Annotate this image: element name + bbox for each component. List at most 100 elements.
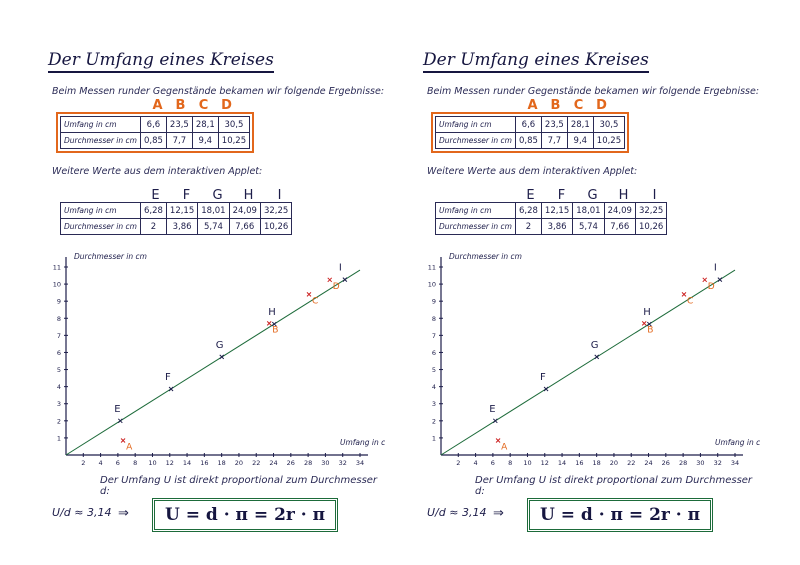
point-label: B xyxy=(272,325,278,335)
table-cell: 10,25 xyxy=(592,132,626,149)
y-tick-label: 8 xyxy=(57,315,61,323)
y-tick-label: 2 xyxy=(432,417,436,425)
row-label: Durchmesser in cm xyxy=(435,218,516,235)
y-tick-label: 9 xyxy=(57,298,61,306)
table-row: Umfang in cm 6,28 12,15 18,01 24,09 32,2… xyxy=(435,202,668,219)
x-tick-label: 28 xyxy=(679,459,687,467)
table-row: Durchmesser in cm 2 3,86 5,74 7,66 10,26 xyxy=(435,218,668,235)
x-tick-label: 2 xyxy=(81,459,85,467)
point-label: G xyxy=(591,340,599,351)
y-tick-label: 4 xyxy=(57,383,61,391)
applet-table: Umfang in cm 6,28 12,15 18,01 24,09 32,2… xyxy=(60,202,293,235)
data-point xyxy=(306,291,312,297)
table-cell: 30,5 xyxy=(217,116,251,133)
measured-letters: A B C D xyxy=(146,98,238,113)
letter-c: C xyxy=(573,98,584,113)
point-label: D xyxy=(708,282,715,292)
measured-table-frame: Umfang in cm 6,6 23,5 28,1 30,5 Durchmes… xyxy=(56,112,255,153)
letter-a: A xyxy=(152,98,163,113)
x-axis-label: Umfang in cm xyxy=(715,438,760,447)
point-label: I xyxy=(714,263,717,274)
table-cell: 5,74 xyxy=(197,218,230,235)
worksheet-title: Der Umfang eines Kreises xyxy=(48,50,274,73)
data-point xyxy=(117,418,123,424)
y-tick-label: 11 xyxy=(53,264,61,272)
table-cell: 9,4 xyxy=(566,132,594,149)
x-tick-label: 12 xyxy=(541,459,549,467)
row-label: Umfang in cm xyxy=(435,116,516,133)
table-cell: 32,25 xyxy=(259,202,293,219)
conclusion-text: Der Umfang U ist direkt proportional zum… xyxy=(475,475,753,497)
table-cell: 32,25 xyxy=(634,202,668,219)
letter-a: A xyxy=(527,98,538,113)
letter-i: I xyxy=(652,188,657,203)
point-label: G xyxy=(216,340,224,351)
x-tick-label: 4 xyxy=(474,459,478,467)
row-label: Durchmesser in cm xyxy=(435,132,516,149)
letter-c: C xyxy=(198,98,209,113)
y-tick-label: 3 xyxy=(57,400,61,408)
measured-table-frame: Umfang in cm 6,6 23,5 28,1 30,5 Durchmes… xyxy=(431,112,630,153)
x-tick-label: 24 xyxy=(269,459,277,467)
table-cell: 3,86 xyxy=(540,218,574,235)
table-row: Umfang in cm 6,28 12,15 18,01 24,09 32,2… xyxy=(60,202,293,219)
table-cell: 7,7 xyxy=(540,132,568,149)
x-tick-label: 8 xyxy=(133,459,137,467)
row-label: Umfang in cm xyxy=(435,202,516,219)
x-tick-label: 2 xyxy=(456,459,460,467)
conclusion-text: Der Umfang U ist direkt proportional zum… xyxy=(100,475,378,497)
row-label: Umfang in cm xyxy=(60,202,141,219)
data-point xyxy=(543,386,549,392)
letter-b: B xyxy=(550,98,561,113)
y-tick-label: 9 xyxy=(432,298,436,306)
data-point xyxy=(641,321,647,326)
worksheet-left: Der Umfang eines Kreises Beim Messen run… xyxy=(40,40,385,532)
table-cell: 10,26 xyxy=(634,218,668,235)
table-cell: 9,4 xyxy=(191,132,219,149)
implies-arrow: ⇒ xyxy=(493,506,504,521)
y-tick-label: 8 xyxy=(432,315,436,323)
x-tick-label: 10 xyxy=(148,459,156,467)
applet-letters: E F G H I xyxy=(515,188,670,203)
y-tick-label: 7 xyxy=(432,332,436,340)
worksheet-title: Der Umfang eines Kreises xyxy=(423,50,649,73)
point-label: E xyxy=(489,404,495,415)
letter-g: G xyxy=(212,188,223,203)
table-cell: 24,09 xyxy=(603,202,636,219)
letter-h: H xyxy=(243,188,254,203)
data-point xyxy=(717,277,723,283)
data-point xyxy=(646,321,652,327)
measured-letters: A B C D xyxy=(521,98,613,113)
table-cell: 6,28 xyxy=(514,202,542,219)
x-tick-label: 22 xyxy=(627,459,635,467)
table-row: Durchmesser in cm 0,85 7,7 9,4 10,25 xyxy=(435,132,626,149)
table-cell: 28,1 xyxy=(566,116,594,133)
letter-i: I xyxy=(277,188,282,203)
letter-e: E xyxy=(151,188,160,203)
row-label: Durchmesser in cm xyxy=(60,218,141,235)
data-point xyxy=(681,291,687,297)
x-tick-label: 6 xyxy=(491,459,495,467)
y-axis-label: Durchmesser in cm xyxy=(449,252,522,261)
data-point xyxy=(492,418,498,424)
x-axis-label: Umfang in cm xyxy=(340,438,385,447)
table-cell: 24,09 xyxy=(228,202,261,219)
intro-text: Beim Messen runder Gegenstände bekamen w… xyxy=(52,86,385,97)
point-label: B xyxy=(647,325,653,335)
y-tick-label: 4 xyxy=(432,383,436,391)
x-tick-label: 14 xyxy=(183,459,191,467)
x-tick-label: 28 xyxy=(304,459,312,467)
y-tick-label: 1 xyxy=(432,434,436,442)
applet-letters: E F G H I xyxy=(140,188,295,203)
x-tick-label: 20 xyxy=(235,459,243,467)
x-tick-label: 4 xyxy=(99,459,103,467)
intro-applet-text: Weitere Werte aus dem interaktiven Apple… xyxy=(52,166,263,177)
row-label: Durchmesser in cm xyxy=(60,132,141,149)
table-cell: 18,01 xyxy=(572,202,605,219)
data-point xyxy=(594,354,600,360)
data-point xyxy=(266,321,272,326)
table-cell: 3,86 xyxy=(165,218,199,235)
table-cell: 6,6 xyxy=(514,116,542,133)
